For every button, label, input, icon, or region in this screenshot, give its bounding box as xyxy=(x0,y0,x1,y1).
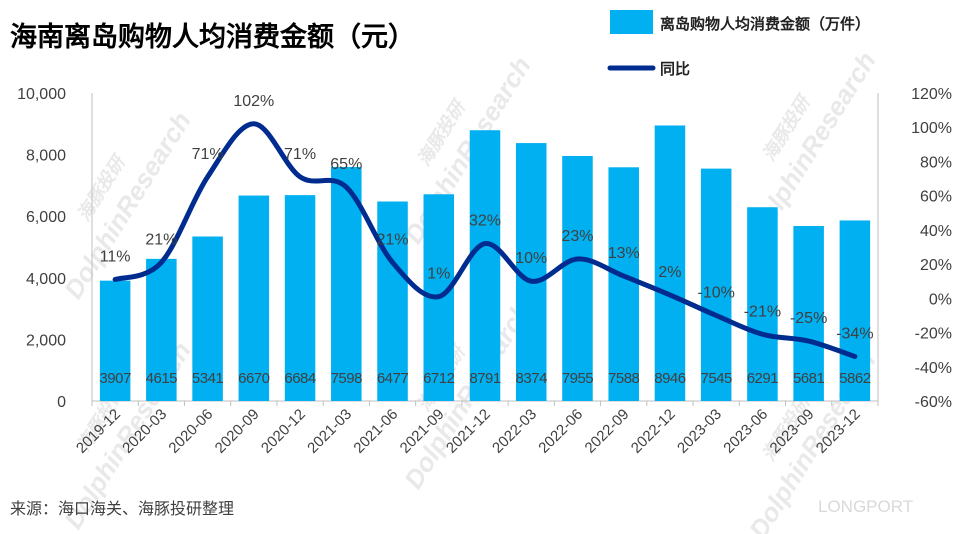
bar-value-label: 5862 xyxy=(839,370,871,387)
bar-value-label: 3907 xyxy=(99,370,131,387)
bar xyxy=(793,226,824,401)
yoy-label: -10% xyxy=(697,284,734,301)
bar xyxy=(192,236,223,401)
bar xyxy=(331,166,362,401)
y-right-tick-label: 40% xyxy=(920,223,952,240)
y-right-tick-label: 120% xyxy=(911,86,952,103)
bar-value-label: 5341 xyxy=(192,370,224,387)
x-tick-label: 2022-12 xyxy=(628,406,679,457)
bar-value-label: 6712 xyxy=(423,370,455,387)
yoy-label: 65% xyxy=(330,156,362,173)
bar-value-label: 7598 xyxy=(331,370,363,387)
legend-line-label: 同比 xyxy=(660,60,690,78)
bar xyxy=(654,125,686,402)
y-right-tick-label: 20% xyxy=(920,257,952,274)
y-right-tick-label: 80% xyxy=(920,154,952,171)
bar-value-label: 8791 xyxy=(469,370,501,387)
yoy-label: 21% xyxy=(145,231,177,248)
y-right-tick-label: 60% xyxy=(920,189,952,206)
bar-value-label: 4615 xyxy=(146,370,178,387)
x-tick-label: 2021-06 xyxy=(350,406,401,457)
bars xyxy=(99,125,871,402)
yoy-line-layer xyxy=(112,121,858,360)
bar xyxy=(839,220,871,401)
y-right-tick-label: -20% xyxy=(915,326,952,343)
yoy-label: 71% xyxy=(192,146,224,163)
bar xyxy=(238,195,270,401)
bar xyxy=(562,155,593,401)
yoy-label: 32% xyxy=(469,213,501,230)
yoy-label: 71% xyxy=(284,146,316,163)
y-right-tick-label: 0% xyxy=(929,291,952,308)
bar-value-label: 7955 xyxy=(562,370,594,387)
yoy-label: 1% xyxy=(427,266,450,283)
bar-value-label: 8374 xyxy=(516,370,548,387)
y-left-tick-label: 2,000 xyxy=(26,332,66,349)
yoy-label: -34% xyxy=(836,326,873,343)
bar xyxy=(377,201,408,401)
x-tick-label: 2023-03 xyxy=(674,406,725,457)
y-right-tick-label: -40% xyxy=(915,360,952,377)
yoy-label: 13% xyxy=(608,245,640,262)
source-note: 来源：海口海关、海豚投研整理 xyxy=(10,499,234,518)
bar xyxy=(284,195,316,401)
x-tick-label: 2020-06 xyxy=(165,406,216,457)
yoy-label: 23% xyxy=(561,228,593,245)
x-tick-label: 2020-09 xyxy=(212,406,263,457)
x-tick-label: 2021-03 xyxy=(304,406,355,457)
y-right-tick-label: -60% xyxy=(915,394,952,411)
x-tick-label: 2022-09 xyxy=(582,406,633,457)
bar-value-label: 7545 xyxy=(700,370,732,387)
bar xyxy=(608,167,639,401)
yoy-label: 21% xyxy=(377,231,409,248)
legend-bar-swatch xyxy=(610,10,653,34)
bar xyxy=(146,258,177,401)
yoy-label: 10% xyxy=(515,250,547,267)
bar xyxy=(700,168,732,401)
bar-value-label: 5681 xyxy=(793,370,825,387)
y-right-tick-label: 100% xyxy=(911,120,952,137)
legend-bar-label: 离岛购物人均消费金额（万件） xyxy=(660,15,870,33)
yoy-label: 102% xyxy=(233,93,274,110)
yoy-label: 11% xyxy=(100,249,131,266)
y-left-tick-label: 6,000 xyxy=(26,209,66,226)
y-left-tick-label: 10,000 xyxy=(17,86,66,103)
y-left-tick-label: 4,000 xyxy=(26,271,66,288)
x-tick-label: 2022-06 xyxy=(535,406,586,457)
bar-value-label: 6291 xyxy=(747,370,779,387)
bar-value-label: 6684 xyxy=(284,370,316,387)
yoy-line xyxy=(112,121,858,360)
y-left-tick-label: 0 xyxy=(57,394,66,411)
yoy-label: 2% xyxy=(658,264,681,281)
chart-title: 海南离岛购物人均消费金额（元） xyxy=(10,21,415,53)
bar-value-label: 7588 xyxy=(608,370,640,387)
watermark-brand: LONGPORT xyxy=(818,497,913,516)
y-left-tick-label: 8,000 xyxy=(26,148,66,165)
bar xyxy=(469,130,501,402)
data-labels: 3907 4615 5341 6670 6684 7598 6477 6712 8791 8374… xyxy=(99,93,873,387)
bar xyxy=(99,280,131,401)
x-tick-label: 2022-03 xyxy=(489,406,540,457)
bar xyxy=(747,207,778,401)
yoy-label: -21% xyxy=(744,303,781,320)
bar-value-label: 6477 xyxy=(377,370,409,387)
bar-value-label: 6670 xyxy=(238,370,270,387)
x-tick-label: 2020-12 xyxy=(258,406,309,457)
yoy-label: -25% xyxy=(790,310,827,327)
bar-value-label: 8946 xyxy=(654,370,686,387)
